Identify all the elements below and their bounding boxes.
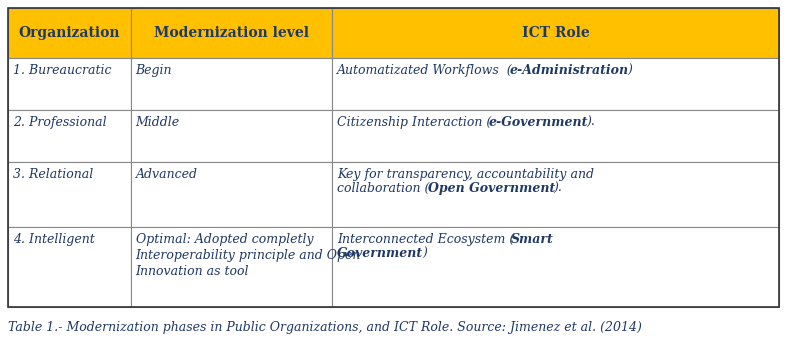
Bar bbox=[8, 8, 131, 58]
Text: ).: ). bbox=[553, 182, 562, 195]
Text: Modernization level: Modernization level bbox=[154, 26, 309, 40]
Bar bbox=[131, 110, 332, 162]
Text: Interconnected Ecosystem (: Interconnected Ecosystem ( bbox=[337, 233, 515, 246]
Text: ): ) bbox=[422, 247, 427, 260]
Bar bbox=[8, 8, 780, 307]
Text: e-Administration: e-Administration bbox=[510, 64, 629, 77]
Text: Key for transparency, accountability and: Key for transparency, accountability and bbox=[337, 168, 594, 181]
Bar bbox=[131, 8, 332, 58]
Bar bbox=[332, 162, 780, 227]
Bar bbox=[131, 227, 332, 307]
Text: Advanced: Advanced bbox=[136, 168, 198, 181]
Text: Automatizated Workflows  (: Automatizated Workflows ( bbox=[337, 64, 513, 77]
Text: Table 1.- Modernization phases in Public Organizations, and ICT Role. Source: Ji: Table 1.- Modernization phases in Public… bbox=[8, 321, 642, 334]
Text: Government: Government bbox=[337, 247, 423, 260]
Bar bbox=[8, 227, 131, 307]
Text: 4. Intelligent: 4. Intelligent bbox=[13, 233, 95, 246]
Text: Organization: Organization bbox=[19, 26, 120, 40]
Text: Middle: Middle bbox=[136, 116, 179, 129]
Text: 3. Relational: 3. Relational bbox=[13, 168, 93, 181]
Text: e-Government: e-Government bbox=[489, 116, 588, 129]
Text: collaboration (: collaboration ( bbox=[337, 182, 430, 195]
Bar bbox=[332, 58, 780, 110]
Text: Smart: Smart bbox=[511, 233, 554, 246]
Bar bbox=[131, 58, 332, 110]
Text: ).: ). bbox=[587, 116, 595, 129]
Bar bbox=[8, 110, 131, 162]
Text: 1. Bureaucratic: 1. Bureaucratic bbox=[13, 64, 112, 77]
Text: Optimal: Adopted completly
Interoperability principle and Open
Innovation as too: Optimal: Adopted completly Interoperabil… bbox=[136, 233, 361, 278]
Bar bbox=[8, 58, 131, 110]
Text: 2. Professional: 2. Professional bbox=[13, 116, 107, 129]
Bar bbox=[332, 110, 780, 162]
Text: ): ) bbox=[627, 64, 632, 77]
Bar bbox=[131, 162, 332, 227]
Text: ICT Role: ICT Role bbox=[522, 26, 590, 40]
Bar bbox=[332, 227, 780, 307]
Bar bbox=[8, 162, 131, 227]
Text: Begin: Begin bbox=[136, 64, 172, 77]
Text: Open Government: Open Government bbox=[428, 182, 555, 195]
Bar bbox=[332, 8, 780, 58]
Text: Citizenship Interaction (: Citizenship Interaction ( bbox=[337, 116, 491, 129]
